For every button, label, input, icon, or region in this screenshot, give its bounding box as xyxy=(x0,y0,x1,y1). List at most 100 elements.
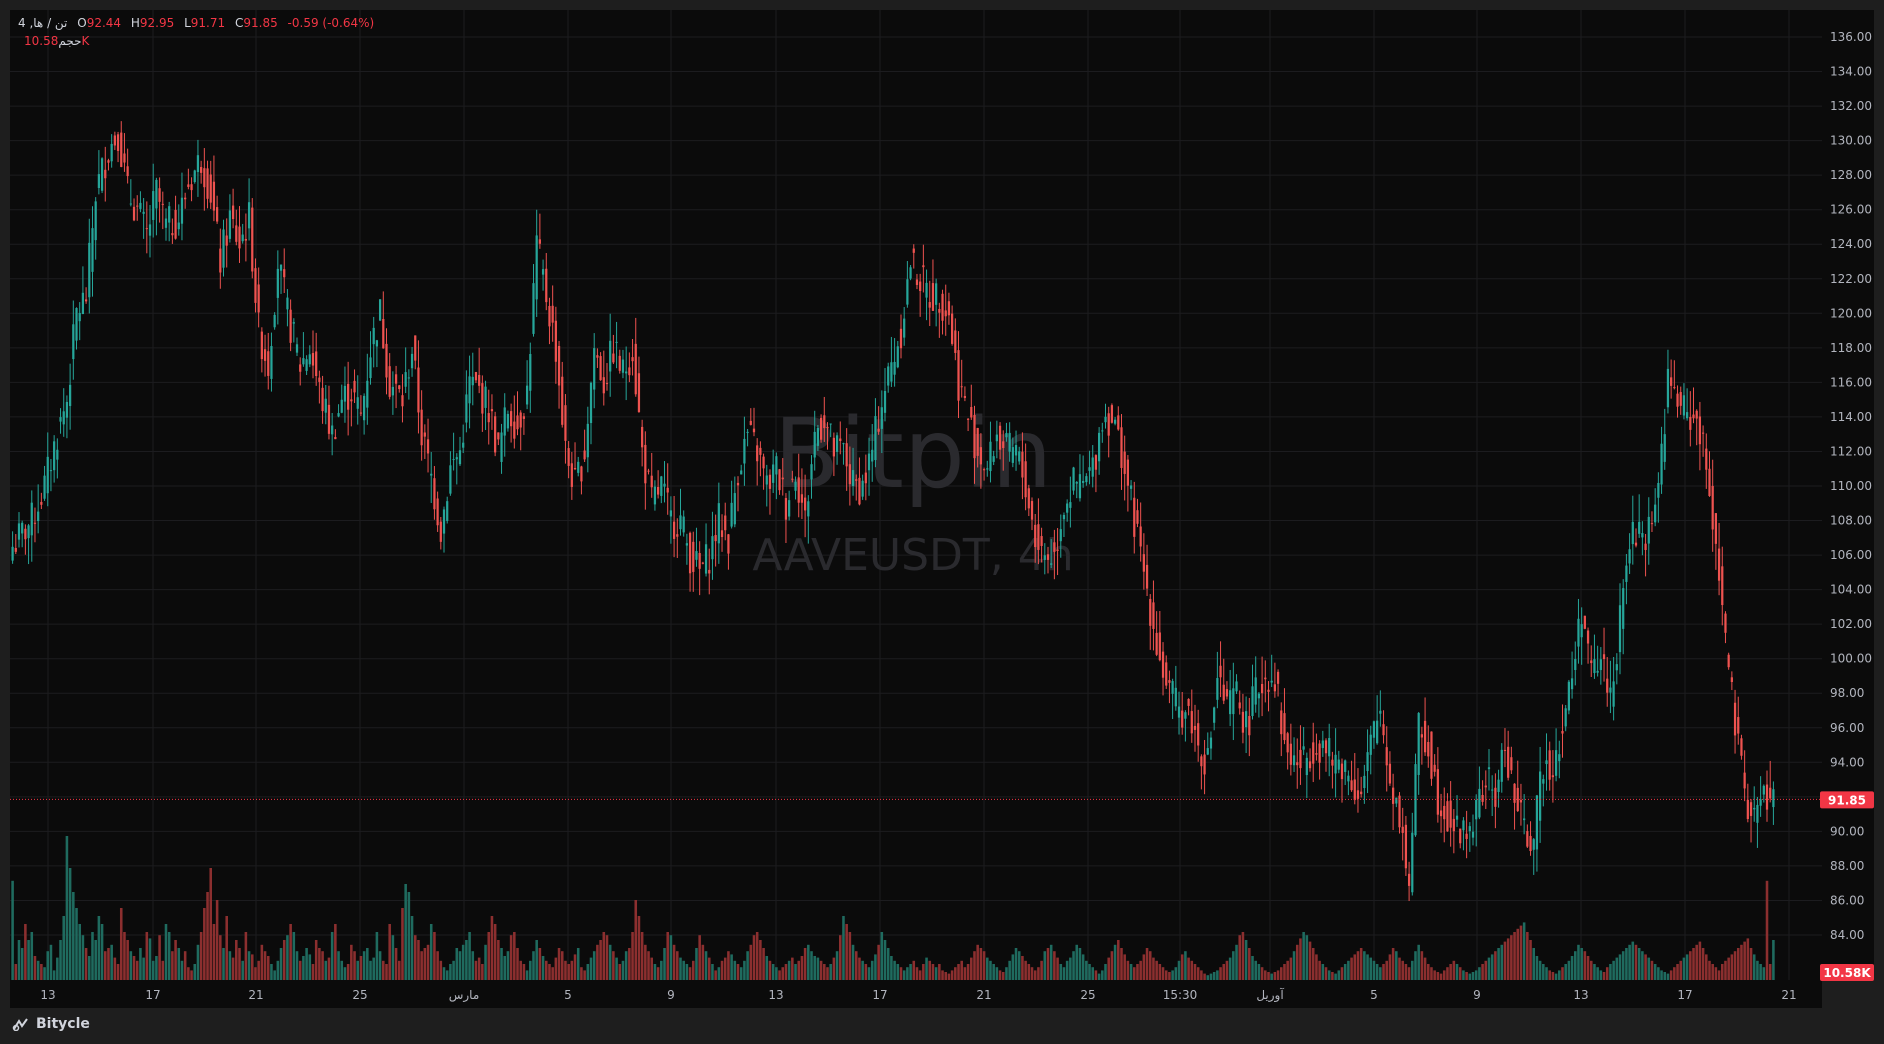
volume-bar xyxy=(385,964,388,980)
volume-bar xyxy=(1327,970,1331,980)
volume-label[interactable]: حجم xyxy=(58,34,82,48)
close-value: 91.85 xyxy=(243,16,278,30)
volume-bar xyxy=(1407,967,1411,980)
candle-body xyxy=(113,135,116,146)
volume-bar xyxy=(1295,944,1299,980)
volume-bar xyxy=(1187,957,1190,980)
volume-bar xyxy=(337,951,340,980)
candle-body xyxy=(33,522,37,524)
volume-bar xyxy=(282,940,286,980)
time-axis-background[interactable] xyxy=(10,980,1822,1008)
candle-body xyxy=(1507,746,1510,778)
candle-body xyxy=(21,522,24,534)
volume-bar xyxy=(1765,880,1769,980)
candle-body xyxy=(1056,549,1059,551)
candle-body xyxy=(1749,802,1753,816)
volume-bar xyxy=(350,944,353,980)
volume-bar xyxy=(1682,957,1686,980)
price-tick-label: 112.00 xyxy=(1830,444,1872,458)
candle-body xyxy=(858,477,861,505)
volume-bar xyxy=(918,970,922,980)
candle-body xyxy=(797,477,800,503)
price-axis-background[interactable] xyxy=(1822,10,1874,980)
candle-body xyxy=(484,386,487,408)
volume-bar xyxy=(1244,940,1248,980)
candle-body xyxy=(810,464,813,480)
candle-body xyxy=(519,412,522,428)
volume-bar xyxy=(1676,964,1679,980)
candle-body xyxy=(618,355,621,371)
volume-bar xyxy=(1101,970,1104,980)
volume-bar xyxy=(928,960,932,980)
volume-bar xyxy=(573,954,577,980)
candle-body xyxy=(839,438,842,442)
candle-body xyxy=(982,469,986,471)
volume-bar xyxy=(397,960,401,980)
open-label: O xyxy=(77,16,87,30)
candle-body xyxy=(979,447,982,465)
candle-body xyxy=(676,534,679,537)
volume-bar xyxy=(880,932,884,980)
candle-body xyxy=(743,438,746,464)
candle-body xyxy=(145,228,148,230)
volume-bar xyxy=(829,964,832,980)
candle-body xyxy=(1123,451,1126,474)
candle-body xyxy=(1075,482,1078,484)
volume-bar xyxy=(1283,964,1286,980)
volume-bar xyxy=(1318,960,1321,980)
volume-bar xyxy=(979,948,983,980)
footer-brand[interactable]: Bitycle xyxy=(12,1016,90,1032)
candle-body xyxy=(1376,720,1379,744)
volume-bar xyxy=(1024,960,1027,980)
volume-bar xyxy=(219,935,222,980)
candle-body xyxy=(1580,624,1583,638)
candle-body xyxy=(1270,680,1273,683)
candle-body xyxy=(976,427,979,456)
price-tick-label: 84.00 xyxy=(1830,928,1864,942)
candle-body xyxy=(893,361,896,375)
volume-bar xyxy=(896,964,900,980)
candle-body xyxy=(1513,783,1516,803)
candle-body xyxy=(567,448,570,466)
volume-bar xyxy=(171,951,174,980)
candle-body xyxy=(56,449,59,460)
candle-body xyxy=(791,478,794,480)
volume-bar xyxy=(941,970,944,980)
volume-bar xyxy=(1526,932,1529,980)
volume-bar xyxy=(94,940,97,980)
volume-bar xyxy=(222,948,225,980)
candle-body xyxy=(564,405,567,441)
candle-body xyxy=(1404,824,1408,869)
volume-bar xyxy=(484,944,487,980)
candle-body xyxy=(1535,795,1539,850)
candle-body xyxy=(1491,789,1494,791)
price-tick-label: 98.00 xyxy=(1830,686,1864,700)
candle-body xyxy=(1388,763,1392,784)
candle-body xyxy=(46,456,49,494)
candle-body xyxy=(644,444,647,484)
volume-bar xyxy=(1094,970,1098,980)
candle-body xyxy=(1241,711,1245,733)
candle-body xyxy=(334,437,337,440)
volume-bar xyxy=(791,957,794,980)
volume-bar xyxy=(362,951,366,980)
volume-bar xyxy=(1417,944,1420,980)
candle-body xyxy=(906,279,909,305)
candle-body xyxy=(1756,804,1759,823)
candle-body xyxy=(212,181,216,211)
candle-body xyxy=(308,354,311,365)
candle-body xyxy=(1088,467,1091,471)
candle-body xyxy=(823,415,826,429)
volume-bar xyxy=(672,944,676,980)
symbol-interval[interactable]: 4 ,تن / ها xyxy=(18,16,68,30)
volume-bar xyxy=(276,960,280,980)
low-label: L xyxy=(184,16,191,30)
volume-bar xyxy=(17,940,21,980)
volume-bar xyxy=(119,908,123,980)
candle-body xyxy=(756,445,759,462)
candle-body xyxy=(295,344,299,353)
volume-bar xyxy=(845,924,848,980)
volume-bar xyxy=(410,916,414,980)
candle-body xyxy=(586,423,589,458)
